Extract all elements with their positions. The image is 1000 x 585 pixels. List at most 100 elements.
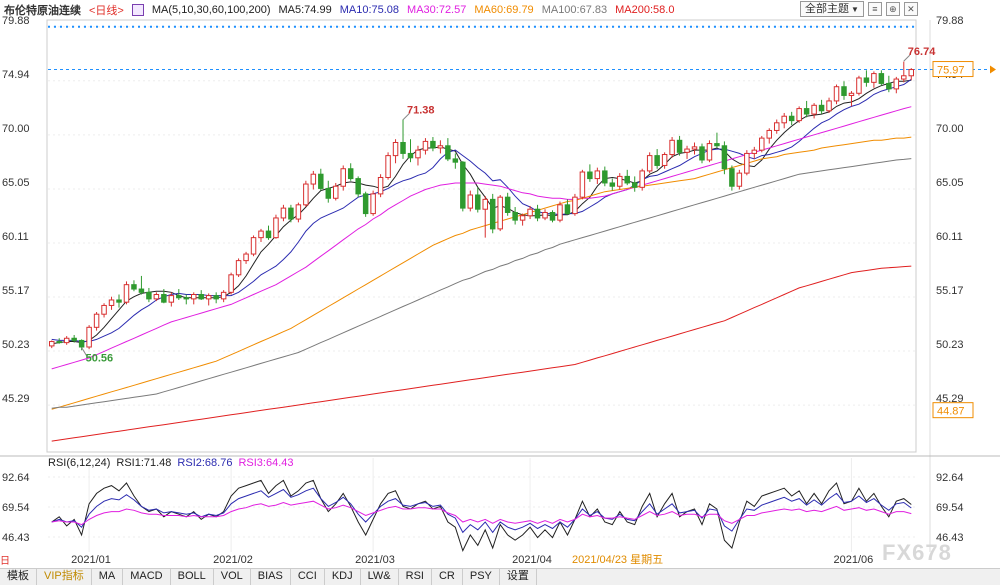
candle-body [400, 141, 406, 154]
ma-line-MA60 [51, 136, 912, 410]
candle-body [228, 274, 234, 293]
candle-body [452, 158, 459, 163]
candle-body [415, 149, 421, 159]
y-tick-left: 70.00 [2, 123, 30, 135]
candle-body [759, 137, 765, 151]
candle-body [901, 75, 907, 80]
candle-body [265, 230, 272, 239]
candle-body [676, 139, 683, 153]
candle-body [250, 237, 257, 255]
tab-3[interactable]: MACD [123, 569, 171, 585]
menu-icon[interactable]: ≡ [867, 2, 882, 16]
chart-header: 布伦特原油连续 <日线> MA(5,10,30,60,100,200) MA5:… [4, 2, 674, 18]
tab-11[interactable]: CR [432, 569, 463, 585]
instrument-title: 布伦特原油连续 [4, 5, 81, 17]
candle-body [71, 337, 77, 341]
candle-body [78, 339, 85, 348]
ma-settings-icon[interactable] [131, 4, 144, 16]
candle-body [886, 82, 892, 90]
candle-body [347, 168, 354, 180]
candle-body [430, 140, 436, 149]
candle-body [781, 115, 787, 124]
candle-body [310, 173, 317, 185]
candle-body [273, 217, 279, 239]
candle-body [572, 196, 578, 215]
annotation-label: 76.74 [908, 46, 936, 58]
candle-body [542, 211, 548, 219]
candle-body [736, 172, 743, 187]
candle-body [445, 145, 451, 160]
rsi-tick-right: 92.64 [936, 472, 964, 484]
low-price-label: 44.87 [937, 406, 965, 418]
close-icon[interactable]: ✕ [903, 2, 918, 16]
candle-body [123, 284, 130, 303]
rsi-header-item-2: RSI2:68.76 [177, 457, 233, 469]
candle-body [116, 299, 122, 303]
tab-8[interactable]: KDJ [325, 569, 361, 585]
candle-body [669, 139, 675, 156]
y-tick-right: 60.11 [936, 231, 963, 243]
tab-0[interactable]: 模板 [0, 569, 37, 585]
candle-body [587, 171, 593, 180]
theme-select[interactable]: 全部主题 ▼ [800, 1, 864, 17]
candle-body [295, 204, 302, 220]
candle-body [579, 171, 586, 198]
candle-body [706, 143, 713, 161]
tab-2[interactable]: MA [92, 569, 124, 585]
candle-body [729, 168, 735, 187]
tab-9[interactable]: LW& [361, 569, 399, 585]
x-tick-label: 2021/03 [355, 554, 395, 566]
ma-line-MA200 [51, 265, 912, 442]
tab-10[interactable]: RSI [399, 569, 432, 585]
candle-body [534, 208, 541, 219]
candle-body [631, 182, 638, 188]
annotation-label: 50.56 [86, 352, 114, 364]
candle-body [370, 193, 376, 215]
y-tick-right: 45.29 [936, 393, 964, 405]
candle-body [684, 148, 690, 153]
y-tick-left: 79.88 [2, 15, 30, 27]
x-tick-label: 2021/06 [833, 554, 873, 566]
candle-body [609, 182, 616, 187]
y-tick-right: 50.23 [936, 339, 964, 351]
chevron-down-icon: ▼ [851, 5, 859, 14]
candle-body [841, 86, 847, 96]
candle-body [549, 211, 556, 221]
candle-body [617, 175, 623, 187]
y-tick-right: 70.00 [936, 123, 964, 135]
ma-line-MA30 [51, 106, 912, 370]
annotation-label: 71.38 [407, 105, 435, 117]
period-label[interactable]: <日线> [89, 5, 124, 17]
tab-4[interactable]: BOLL [171, 569, 214, 585]
candle-body [205, 295, 212, 300]
y-tick-left: 74.94 [2, 69, 30, 81]
candle-body [908, 69, 915, 77]
tab-5[interactable]: VOL [214, 569, 251, 585]
y-tick-right: 55.17 [936, 285, 964, 297]
candle-body [564, 204, 571, 215]
tab-1[interactable]: VIP指标 [37, 569, 92, 585]
tab-6[interactable]: BIAS [251, 569, 291, 585]
candle-body [796, 108, 802, 122]
rsi-tick-left: 92.64 [2, 472, 30, 484]
candle-body [86, 326, 92, 348]
candle-body [527, 208, 533, 217]
tab-12[interactable]: PSY [463, 569, 500, 585]
candle-body [654, 155, 660, 166]
candle-body [235, 260, 242, 276]
rsi-line-RSI3 [51, 500, 912, 526]
tab-7[interactable]: CCI [291, 569, 325, 585]
candle-body [489, 198, 496, 230]
add-icon[interactable]: ⊕ [885, 2, 900, 16]
current-price-label: 75.97 [937, 65, 965, 77]
low-price-box [932, 402, 974, 419]
candle-body [220, 291, 227, 300]
candle-body [475, 194, 481, 210]
candle-body [333, 185, 339, 199]
candle-body [325, 187, 332, 199]
rsi-line-RSI2 [51, 487, 912, 534]
tab-13[interactable]: 设置 [500, 569, 537, 585]
candle-body [93, 313, 100, 328]
candle-body [773, 122, 780, 131]
